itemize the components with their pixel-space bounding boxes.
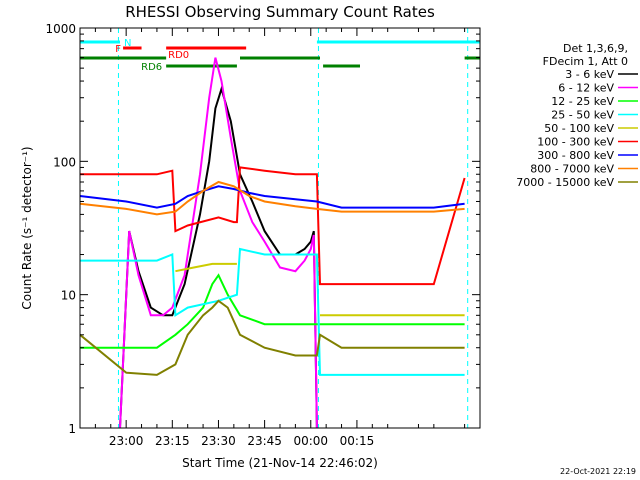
x-tick-label-0: 23:00 xyxy=(109,434,144,448)
series-line-5 xyxy=(80,166,466,286)
y-tick-label-1: 10 xyxy=(61,289,76,303)
legend-entry-3: 25 - 50 keV xyxy=(551,109,614,122)
x-tick-label-5: 00:15 xyxy=(340,434,375,448)
y-tick-label-0: 1 xyxy=(68,422,76,436)
legend-entry-4: 50 - 100 keV xyxy=(544,122,614,135)
legend-entry-8: 7000 - 15000 keV xyxy=(516,176,614,189)
series-line-6 xyxy=(79,185,465,209)
chart-title: RHESSI Observing Summary Count Rates xyxy=(125,3,435,21)
y-axis: 1 10 100 1000 xyxy=(45,22,480,436)
plot-frame xyxy=(79,27,481,429)
x-tick-label-2: 23:30 xyxy=(201,434,236,448)
series-line-7 xyxy=(79,180,465,216)
legend-entry-0: 3 - 6 keV xyxy=(565,68,614,81)
flag-label-1: F xyxy=(115,44,121,55)
y-tick-label-3: 1000 xyxy=(45,22,76,36)
y-tick-label-2: 100 xyxy=(53,155,76,169)
legend-header-1: FDecim 1, Att 0 xyxy=(543,55,628,68)
legend-entry-2: 12 - 25 keV xyxy=(551,95,614,108)
flag-label-0: N xyxy=(124,38,131,49)
footer-date: 22-Oct-2021 22:19 xyxy=(560,467,636,476)
x-tick-label-4: 00:00 xyxy=(293,434,328,448)
legend-header-0: Det 1,3,6,9, xyxy=(563,42,628,55)
x-axis-label: Start Time (21-Nov-14 22:46:02) xyxy=(182,456,378,470)
legend-entry-7: 800 - 7000 keV xyxy=(530,163,614,176)
series-line-4 xyxy=(175,262,465,317)
series-line-1 xyxy=(119,57,318,429)
y-axis-label: Count Rate (s⁻¹ detector⁻¹) xyxy=(20,146,34,309)
series-line-8 xyxy=(79,299,465,376)
series-line-0 xyxy=(119,85,318,429)
legend-entry-5: 100 - 300 keV xyxy=(537,136,614,149)
x-tick-label-3: 23:45 xyxy=(247,434,282,448)
legend-entry-1: 6 - 12 keV xyxy=(558,82,614,95)
series-line-2 xyxy=(80,273,465,349)
axes-frame xyxy=(79,27,481,429)
legend-entry-6: 300 - 800 keV xyxy=(537,149,614,162)
flag-label-4: RD6 xyxy=(141,62,162,73)
x-tick-label-1: 23:15 xyxy=(155,434,190,448)
flag-label-2: RD0 xyxy=(168,50,189,61)
x-axis: 23:00 23:15 23:30 23:45 00:00 00:15 xyxy=(94,28,466,448)
plot-area: NF RD0 RD6 xyxy=(79,28,480,429)
series-line-3 xyxy=(80,247,465,376)
